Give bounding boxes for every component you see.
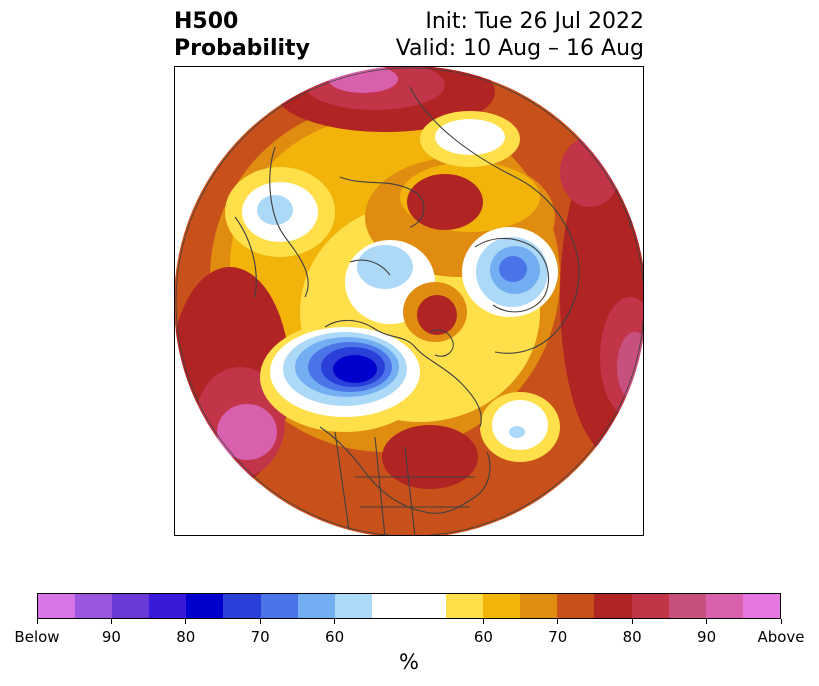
probability-field bbox=[175, 67, 643, 535]
colorbar-tick-label: 90 bbox=[101, 628, 121, 646]
map-boundary bbox=[175, 67, 643, 535]
coast-asia-east bbox=[234, 146, 309, 298]
colorbar-segment bbox=[705, 594, 743, 618]
map-panel bbox=[174, 66, 644, 536]
colorbar-tick-mark bbox=[780, 619, 782, 624]
coast-north-america bbox=[319, 426, 491, 514]
init-date: Init: Tue 26 Jul 2022 bbox=[425, 9, 644, 34]
colorbar-segment bbox=[297, 594, 335, 618]
field-red-usa bbox=[382, 425, 478, 489]
colorbar-tick-label: 80 bbox=[622, 628, 642, 646]
colorbar-segment bbox=[112, 594, 150, 618]
colorbar-segment bbox=[668, 594, 706, 618]
colorbar-segment bbox=[594, 594, 632, 618]
field-magenta-west bbox=[217, 404, 277, 460]
colorbar-tick-label: 60 bbox=[325, 628, 345, 646]
colorbar-tick-mark bbox=[482, 619, 484, 624]
title-metric: Probability bbox=[174, 36, 310, 61]
colorbar-tick-label: Above bbox=[757, 628, 805, 646]
colorbar-tick-mark bbox=[631, 619, 633, 624]
coast-eurasia bbox=[409, 86, 580, 354]
us-state-lines bbox=[334, 431, 475, 535]
coast-siberia bbox=[339, 176, 425, 276]
plot-title-left: H500 Probability bbox=[174, 8, 310, 62]
field-red-pole bbox=[417, 295, 457, 335]
coast-greenland bbox=[429, 329, 454, 357]
colorbar-segment bbox=[149, 594, 187, 618]
colorbar-segment bbox=[557, 594, 595, 618]
field-below-nw bbox=[257, 195, 293, 225]
field-neutral-ne bbox=[435, 119, 505, 155]
plot-title-right: Init: Tue 26 Jul 2022 Valid: 10 Aug – 16… bbox=[396, 8, 644, 62]
field-below-canada-5 bbox=[333, 355, 377, 383]
colorbar-tick-mark bbox=[706, 619, 708, 624]
colorbar-segment bbox=[334, 594, 372, 618]
colorbar-segment bbox=[260, 594, 298, 618]
colorbar-segment bbox=[742, 594, 780, 618]
colorbar-segment bbox=[223, 594, 261, 618]
colorbar-segment bbox=[371, 594, 447, 618]
colorbar-tick-mark bbox=[110, 619, 112, 624]
colorbar-unit-label: % bbox=[399, 650, 419, 674]
colorbar-tick-label: 60 bbox=[473, 628, 493, 646]
colorbar-tick-label: 80 bbox=[176, 628, 196, 646]
field-neutral-atlantic bbox=[492, 400, 548, 450]
polar-map bbox=[175, 67, 643, 535]
colorbar-tick-label: 70 bbox=[250, 628, 270, 646]
colorbar-tick-label: Below bbox=[14, 628, 60, 646]
title-variable: H500 bbox=[174, 9, 239, 34]
colorbar-tick-mark bbox=[259, 619, 261, 624]
field-below-center bbox=[357, 245, 413, 289]
colorbar-segment bbox=[520, 594, 558, 618]
colorbar-tick-mark bbox=[557, 619, 559, 624]
colorbar-tick-mark bbox=[334, 619, 336, 624]
colorbar-tick-mark bbox=[185, 619, 187, 624]
colorbar-tick-mark bbox=[36, 619, 38, 624]
coast-scandinavia bbox=[474, 237, 549, 313]
field-below-atlantic bbox=[509, 426, 525, 438]
colorbar-segment bbox=[631, 594, 669, 618]
colorbar-segment bbox=[186, 594, 224, 618]
valid-range: Valid: 10 Aug – 16 Aug bbox=[395, 36, 644, 61]
coast-arctic-canada bbox=[324, 319, 482, 428]
colorbar-tick-label: 90 bbox=[697, 628, 717, 646]
field-rose-ne bbox=[560, 137, 620, 207]
field-below-europe-3 bbox=[499, 256, 527, 282]
colorbar-segment bbox=[446, 594, 484, 618]
field-red-siberia bbox=[407, 174, 483, 230]
colorbar-segment bbox=[75, 594, 113, 618]
colorbar bbox=[37, 593, 781, 619]
colorbar-tick-label: 70 bbox=[548, 628, 568, 646]
colorbar-segment bbox=[483, 594, 521, 618]
colorbar-segment bbox=[38, 594, 76, 618]
